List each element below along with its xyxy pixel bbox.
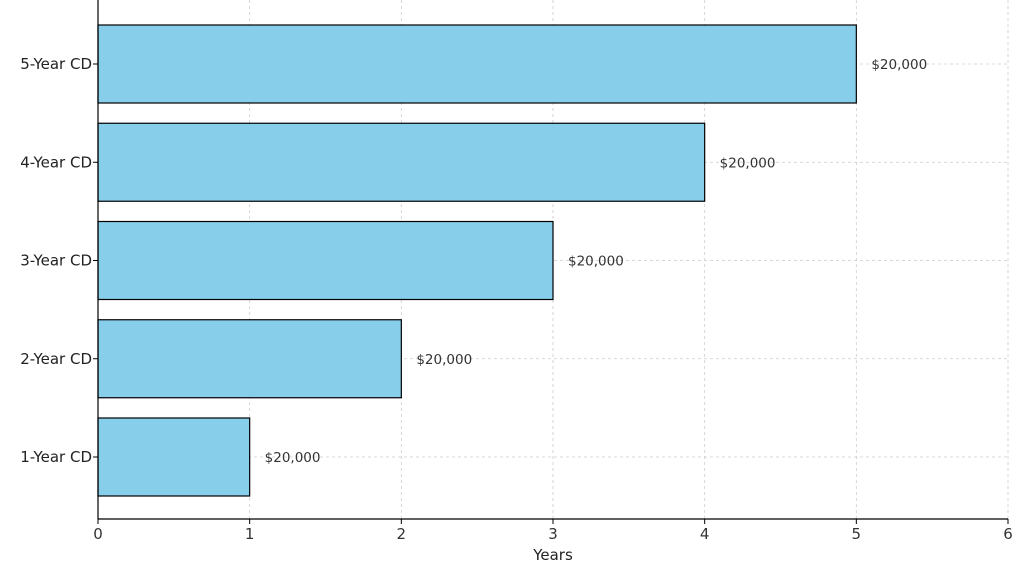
data-label: $20,000: [720, 155, 776, 171]
y-tick-label: 4-Year CD: [20, 153, 92, 171]
x-tick-label: 2: [397, 525, 407, 543]
bars: [97, 24, 857, 497]
x-tick-label: 5: [852, 525, 862, 543]
data-label: $20,000: [568, 254, 624, 270]
y-tick-label: 5-Year CD: [20, 55, 92, 73]
x-axis-title: Years: [532, 546, 573, 564]
bar-1-year-cd: [97, 417, 251, 497]
x-tick-label: 3: [548, 525, 558, 543]
x-tick-label: 4: [700, 525, 710, 543]
bar-2-year-cd: [97, 319, 402, 399]
x-tick-label: 6: [1003, 525, 1013, 543]
bar-4-year-cd: [97, 122, 706, 202]
x-tick-label: 0: [93, 525, 103, 543]
bar-5-year-cd: [97, 24, 857, 104]
data-label: $20,000: [871, 57, 927, 73]
bar-3-year-cd: [97, 220, 554, 301]
y-tick-label: 3-Year CD: [20, 252, 92, 270]
x-tick-label: 1: [245, 525, 255, 543]
y-tick-label: 1-Year CD: [20, 448, 92, 466]
data-label: $20,000: [265, 450, 321, 466]
x-ticks: 0 1 2 3 4 5 6: [93, 519, 1013, 543]
y-ticks: 1-Year CD 2-Year CD 3-Year CD 4-Year CD 5-Ye…: [20, 55, 98, 466]
data-labels: $20,000 $20,000 $20,000 $20,000 $20,000: [265, 57, 927, 466]
data-label: $20,000: [416, 352, 472, 368]
y-tick-label: 2-Year CD: [20, 350, 92, 368]
